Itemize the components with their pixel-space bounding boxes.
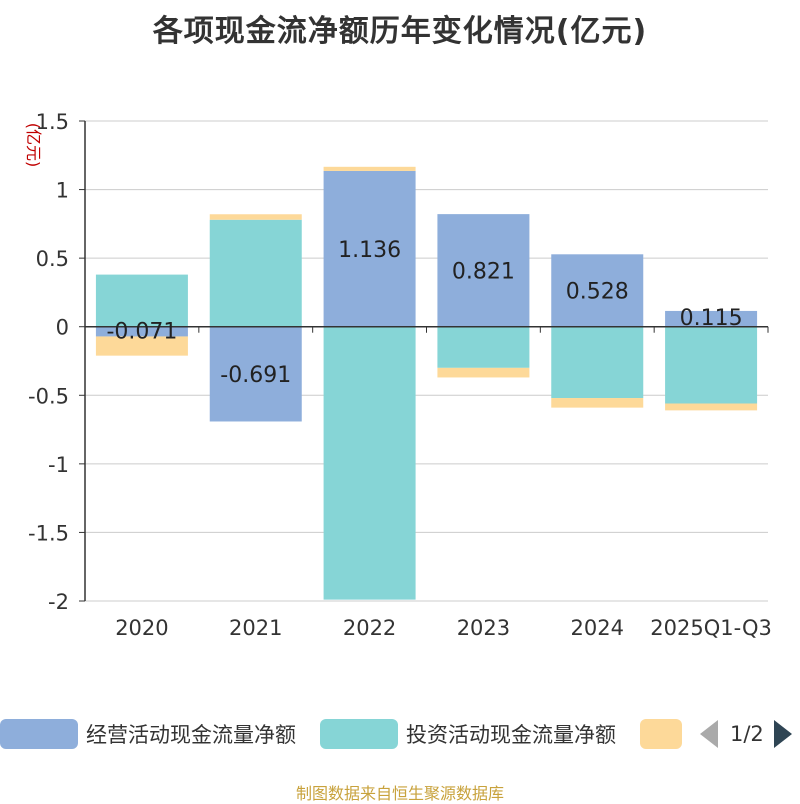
y-tick-label: -0.5 [28, 384, 69, 408]
legend-label-operating: 经营活动现金流量净额 [86, 723, 296, 747]
bar-investing [665, 326, 758, 404]
legend-item-financing[interactable] [640, 718, 682, 750]
data-label: 0.528 [566, 280, 629, 305]
pager-prev-icon[interactable] [700, 720, 718, 748]
bar-investing [323, 326, 416, 600]
y-tick-label: -1.5 [28, 521, 69, 545]
bar-operating [323, 170, 416, 327]
bar-financing [551, 398, 644, 408]
bar-operating [551, 254, 644, 327]
x-tick-label: 2024 [571, 616, 624, 640]
bar-financing [665, 403, 758, 411]
y-tick-label: -1 [48, 453, 69, 477]
legend-swatch-operating [0, 719, 78, 749]
x-tick-label: 2023 [457, 616, 510, 640]
x-tick-label: 2025Q1-Q3 [650, 616, 772, 640]
y-tick-label: 1 [56, 179, 69, 203]
bar-operating [437, 214, 530, 327]
bar-investing [437, 326, 530, 368]
y-tick-label: -2 [48, 590, 69, 614]
data-label: 0.821 [452, 259, 515, 284]
bar-operating [209, 326, 302, 422]
source-note: 制图数据来自恒生聚源数据库 [295, 784, 504, 803]
y-tick-label: 0.5 [36, 247, 69, 271]
data-label: 1.136 [338, 238, 401, 263]
pager-page-text: 1/2 [730, 722, 764, 746]
legend-pager: 1/2 [700, 718, 792, 750]
bar-investing [551, 326, 644, 399]
x-tick-label: 2022 [343, 616, 396, 640]
data-label: -0.071 [106, 320, 177, 345]
data-label: -0.691 [220, 363, 291, 388]
chart-title: 各项现金流净额历年变化情况(亿元) [152, 14, 648, 49]
y-tick-label: 1.5 [36, 110, 69, 134]
legend-swatch-financing [640, 719, 682, 749]
pager-next-icon[interactable] [773, 720, 792, 748]
y-axis-label: (亿元) [24, 123, 43, 168]
bar-operating [95, 326, 188, 337]
bar-financing [323, 166, 416, 171]
bar-investing [209, 219, 302, 327]
x-tick-label: 2020 [115, 616, 168, 640]
bar-financing [209, 214, 302, 220]
data-label: 0.115 [680, 306, 743, 331]
legend-item-operating[interactable]: 经营活动现金流量净额 [0, 718, 296, 750]
legend-label-investing: 投资活动现金流量净额 [406, 723, 616, 747]
bar-investing [95, 274, 188, 327]
y-tick-label: 0 [56, 316, 69, 340]
bar-operating [665, 310, 758, 327]
bar-financing [437, 367, 530, 378]
legend-swatch-investing [320, 719, 398, 749]
bar-financing [95, 336, 188, 356]
x-tick-label: 2021 [229, 616, 282, 640]
legend-item-investing[interactable]: 投资活动现金流量净额 [320, 718, 616, 750]
